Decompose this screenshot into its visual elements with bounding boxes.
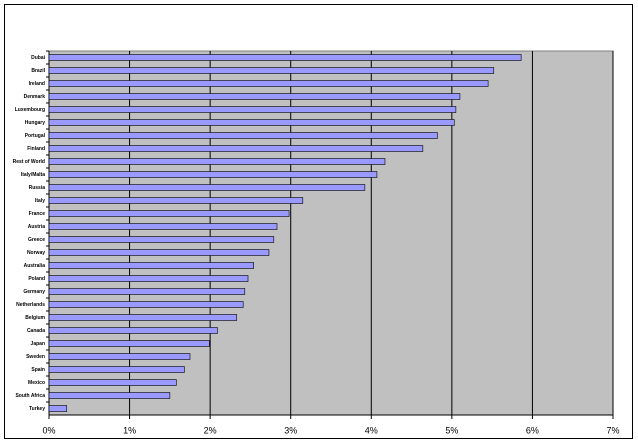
y-tick-label: Norway [27, 250, 45, 256]
y-tick-label: Netherlands [16, 302, 45, 308]
plot-area [48, 50, 614, 416]
bar [48, 236, 275, 243]
y-tick-label: Italy [35, 198, 45, 204]
bar [48, 145, 424, 152]
y-tick-label: South Africa [15, 393, 45, 399]
bar [48, 158, 386, 165]
x-tick-label: 5% [445, 425, 458, 435]
y-tick-label: Portugal [25, 133, 46, 139]
y-tick-label: France [29, 211, 46, 217]
x-tick-label: 7% [606, 425, 619, 435]
y-tick-label: Germany [23, 289, 45, 295]
y-tick-label: Russia [29, 185, 46, 191]
bar [48, 353, 191, 360]
x-tick-label: 1% [123, 425, 136, 435]
y-tick-label: Japan [31, 341, 45, 347]
bar [48, 184, 366, 191]
bar [48, 275, 249, 282]
bar [48, 67, 495, 74]
bar [48, 132, 438, 139]
bar [48, 327, 218, 334]
x-tick-label: 0% [42, 425, 55, 435]
bar [48, 314, 238, 321]
y-tick-label: Denmark [24, 94, 46, 100]
y-tick-label: Mexico [28, 380, 45, 386]
y-tick-label: Dubai [31, 55, 46, 61]
y-tick-label: Finland [27, 146, 45, 152]
bar [48, 249, 270, 256]
bar [48, 210, 290, 217]
bar [48, 405, 68, 412]
x-tick-label: 3% [284, 425, 297, 435]
y-tick-label: Canada [27, 328, 45, 334]
bar [48, 93, 461, 100]
bar [48, 80, 489, 87]
y-tick-label: Greece [28, 237, 45, 243]
y-tick-label: Austria [28, 224, 45, 230]
bar [48, 301, 244, 308]
y-tick-label: Luxembourg [15, 107, 45, 113]
y-tick-label: Italy/Malta [21, 172, 45, 178]
y-tick-label: Spain [31, 367, 45, 373]
y-tick-label: Sweden [26, 354, 45, 360]
y-tick-label: Brazil [31, 68, 45, 74]
y-tick-label: Ireland [29, 81, 45, 87]
y-tick-label: Hungary [25, 120, 46, 126]
x-tick-label: 2% [204, 425, 217, 435]
bar [48, 223, 278, 230]
bar [48, 54, 522, 61]
bar [48, 340, 210, 347]
bar [48, 119, 455, 126]
x-tick-label: 6% [526, 425, 539, 435]
bar [48, 106, 457, 113]
x-tick-label: 4% [365, 425, 378, 435]
y-tick-label: Poland [28, 276, 45, 282]
bar [48, 366, 185, 373]
bar [48, 288, 246, 295]
y-tick-label: Australia [24, 263, 46, 269]
y-tick-label: Turkey [29, 406, 45, 412]
bar [48, 197, 304, 204]
y-tick-label: Rest of World [13, 159, 45, 165]
bar [48, 392, 171, 399]
bar [48, 379, 177, 386]
bar [48, 262, 254, 269]
bar [48, 171, 378, 178]
y-tick-label: Belgium [25, 315, 45, 321]
